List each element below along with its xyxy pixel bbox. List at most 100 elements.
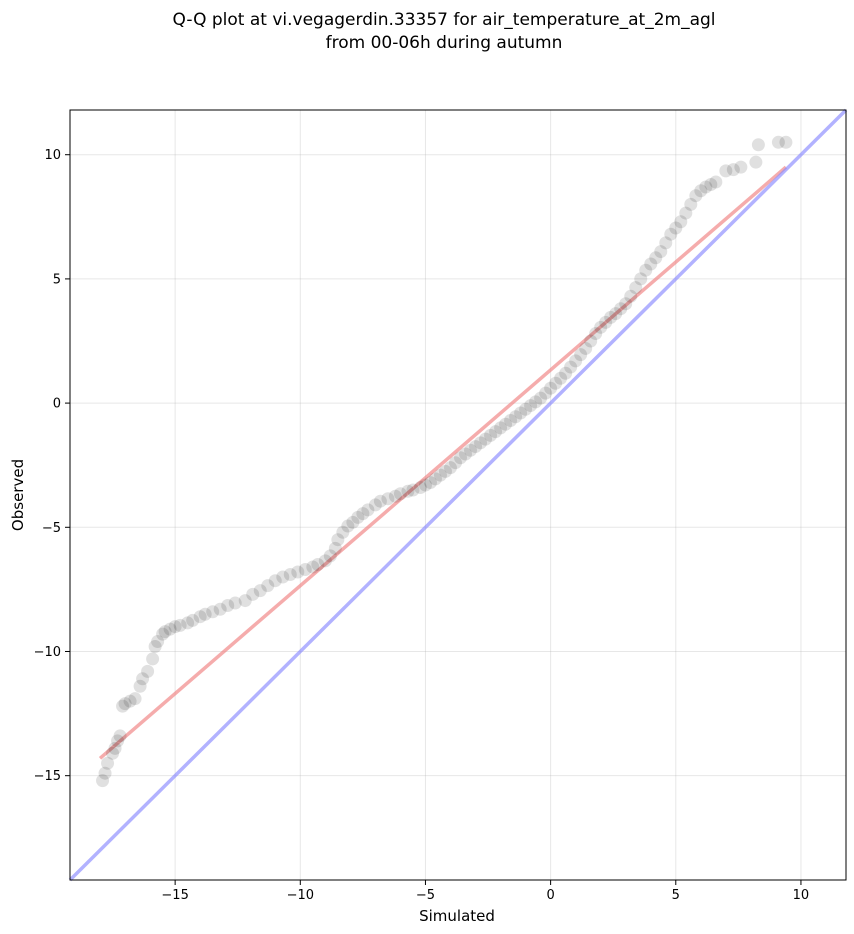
plot-area-frame — [69, 109, 847, 881]
data-point — [328, 541, 342, 555]
data-point — [181, 616, 195, 630]
data-point — [163, 622, 177, 636]
data-point — [529, 395, 543, 409]
data-point — [253, 584, 267, 598]
data-point — [418, 478, 432, 492]
reference-lines — [68, 108, 848, 882]
data-point — [704, 178, 718, 192]
data-point — [213, 602, 227, 616]
data-point — [639, 263, 653, 277]
data-point — [489, 425, 503, 439]
data-point — [261, 579, 275, 593]
data-point — [479, 432, 493, 446]
data-point — [524, 399, 538, 413]
data-point — [118, 697, 132, 711]
x-axis-label: Simulated — [419, 907, 495, 925]
data-point — [406, 483, 420, 497]
data-point — [709, 175, 723, 189]
data-point — [619, 297, 633, 311]
data-point — [674, 215, 688, 229]
x-tick-label: −5 — [416, 888, 435, 903]
data-point — [156, 627, 170, 641]
data-point — [173, 618, 187, 632]
data-point — [454, 451, 468, 465]
data-point — [734, 160, 748, 174]
data-point — [238, 594, 252, 608]
data-point — [699, 180, 713, 194]
data-point — [221, 599, 235, 613]
data-point — [504, 413, 518, 427]
data-point — [629, 281, 643, 295]
data-point — [559, 366, 573, 380]
data-point — [634, 272, 648, 286]
data-point — [368, 498, 382, 512]
data-point — [323, 549, 337, 563]
data-point — [283, 567, 297, 581]
data-point — [298, 563, 312, 577]
data-point — [291, 565, 305, 579]
data-point — [684, 197, 698, 211]
data-point — [341, 519, 355, 533]
data-point — [554, 371, 568, 385]
data-point — [589, 327, 603, 341]
data-point — [246, 587, 260, 601]
reference-line — [98, 165, 788, 760]
data-point — [113, 729, 127, 743]
data-point — [544, 381, 558, 395]
data-point — [423, 476, 437, 490]
y-tick-label: −15 — [34, 769, 61, 784]
data-point — [388, 489, 402, 503]
y-tick-label: −10 — [34, 645, 61, 660]
data-point — [336, 525, 350, 539]
data-point — [401, 484, 415, 498]
data-point — [228, 596, 242, 610]
data-point — [151, 635, 165, 649]
data-point — [136, 672, 150, 686]
data-point — [361, 503, 375, 517]
data-point — [549, 376, 563, 390]
data-point — [644, 257, 658, 271]
data-point — [141, 664, 155, 678]
data-point — [373, 494, 387, 508]
data-point — [428, 472, 442, 486]
data-point — [311, 558, 325, 572]
data-point — [413, 481, 427, 495]
data-point — [726, 163, 740, 177]
data-point — [574, 348, 588, 362]
data-point — [539, 386, 553, 400]
data-point — [306, 560, 320, 574]
data-point — [579, 341, 593, 355]
data-point — [116, 699, 130, 713]
data-point — [689, 189, 703, 203]
data-point — [146, 652, 160, 666]
data-point — [649, 251, 663, 265]
data-point — [148, 640, 162, 654]
data-point — [443, 461, 457, 475]
data-point — [534, 391, 548, 405]
data-point — [779, 135, 793, 149]
data-point — [464, 443, 478, 457]
data-point — [433, 468, 447, 482]
data-point — [604, 310, 618, 324]
data-point — [276, 570, 290, 584]
data-point — [509, 410, 523, 424]
data-point — [594, 320, 608, 334]
data-point — [664, 227, 678, 241]
data-point — [268, 574, 282, 588]
data-point — [599, 315, 613, 329]
y-tick-label: 5 — [53, 272, 61, 287]
x-tick-label: 10 — [793, 888, 810, 903]
data-point — [331, 533, 345, 547]
data-point — [564, 360, 578, 374]
chart-title-line-2: from 00-06h during autumn — [326, 33, 563, 53]
data-point — [669, 221, 683, 235]
data-point — [393, 487, 407, 501]
data-point — [108, 741, 122, 755]
x-tick-label: −15 — [161, 888, 188, 903]
y-axis-label: Observed — [9, 459, 27, 531]
data-point — [96, 774, 110, 788]
data-point — [356, 507, 370, 521]
data-point — [438, 464, 452, 478]
data-point — [519, 402, 533, 416]
